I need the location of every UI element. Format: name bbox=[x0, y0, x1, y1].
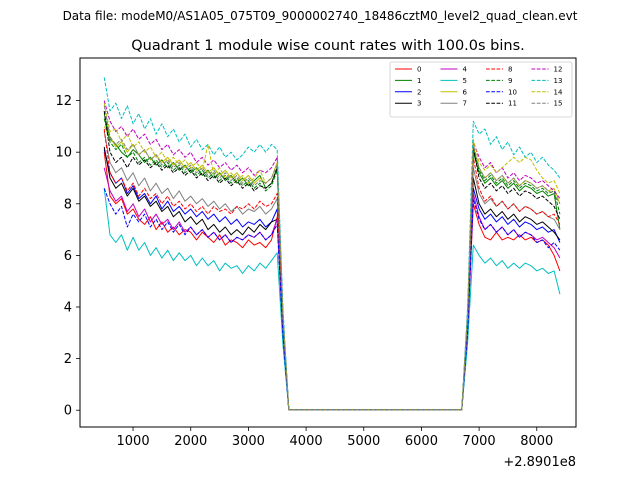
x-tick-label: 1000 bbox=[117, 434, 150, 449]
y-tick-label: 8 bbox=[64, 197, 72, 212]
y-tick-label: 4 bbox=[64, 301, 72, 316]
plot-area bbox=[103, 77, 561, 411]
legend-label-2: 2 bbox=[417, 88, 421, 96]
x-tick-label: 6000 bbox=[405, 434, 438, 449]
series-line-0 bbox=[103, 152, 561, 411]
figure-suptitle: Data file: modeM0/AS1A05_075T09_90000027… bbox=[63, 9, 578, 23]
series-line-12 bbox=[103, 100, 561, 411]
legend-label-3: 3 bbox=[417, 100, 421, 108]
legend-label-8: 8 bbox=[508, 66, 512, 74]
legend-label-1: 1 bbox=[417, 77, 421, 85]
series-line-6 bbox=[103, 126, 561, 411]
legend-label-14: 14 bbox=[554, 88, 563, 96]
y-tick-label: 2 bbox=[64, 352, 72, 367]
series-line-9 bbox=[103, 118, 561, 411]
series-line-3 bbox=[103, 146, 561, 411]
legend-label-15: 15 bbox=[554, 100, 563, 108]
legend-label-4: 4 bbox=[463, 66, 468, 74]
y-tick-label: 12 bbox=[55, 94, 72, 109]
x-tick-label: 2000 bbox=[174, 434, 207, 449]
legend-label-7: 7 bbox=[463, 100, 467, 108]
x-axis-ticks: 1000 2000 3000 4000 5000 6000 7000 8000 bbox=[117, 427, 553, 449]
series-line-11 bbox=[103, 110, 561, 411]
x-tick-label: 5000 bbox=[347, 434, 380, 449]
legend-label-9: 9 bbox=[508, 77, 512, 85]
x-tick-label: 3000 bbox=[232, 434, 265, 449]
y-tick-label: 6 bbox=[64, 249, 72, 264]
legend-box bbox=[389, 61, 573, 118]
series-line-13 bbox=[103, 77, 561, 411]
chart-title: Quadrant 1 module wise count rates with … bbox=[131, 38, 525, 54]
legend-label-6: 6 bbox=[463, 88, 468, 96]
y-tick-label: 0 bbox=[64, 404, 72, 419]
legend-label-13: 13 bbox=[554, 77, 563, 85]
legend-label-11: 11 bbox=[508, 100, 517, 108]
series-line-10 bbox=[103, 188, 561, 411]
series-line-5 bbox=[103, 188, 561, 411]
y-tick-label: 10 bbox=[55, 146, 72, 161]
series-line-15 bbox=[103, 105, 561, 411]
y-axis-ticks: 0 2 4 6 8 10 12 bbox=[55, 94, 80, 419]
legend-label-12: 12 bbox=[554, 66, 563, 74]
series-line-2 bbox=[103, 149, 561, 411]
legend-label-10: 10 bbox=[508, 88, 517, 96]
series-line-7 bbox=[103, 131, 561, 411]
x-tick-label: 4000 bbox=[290, 434, 323, 449]
legend-label-5: 5 bbox=[463, 77, 467, 85]
x-tick-label: 8000 bbox=[520, 434, 553, 449]
series-line-14 bbox=[103, 103, 561, 411]
x-tick-label: 7000 bbox=[463, 434, 496, 449]
legend-label-0: 0 bbox=[417, 66, 421, 74]
x-offset-label: +2.8901e8 bbox=[503, 455, 576, 470]
axes-frame bbox=[79, 57, 577, 428]
